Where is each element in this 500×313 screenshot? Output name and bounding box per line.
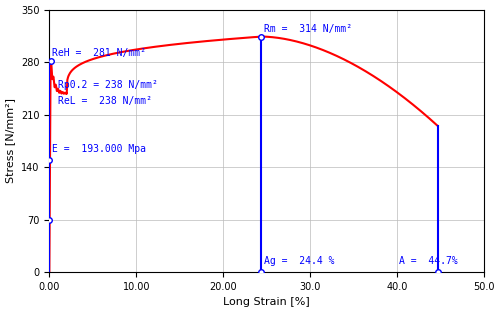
Text: Ag =  24.4 %: Ag = 24.4 % <box>264 256 334 266</box>
Text: Rm =  314 N/mm²: Rm = 314 N/mm² <box>264 23 352 33</box>
Text: ReL =  238 N/mm²: ReL = 238 N/mm² <box>58 95 152 105</box>
Text: E =  193.000 Mpa: E = 193.000 Mpa <box>52 144 146 154</box>
Text: A =  44.7%: A = 44.7% <box>398 256 458 266</box>
Text: ReH =  281 N/mm²: ReH = 281 N/mm² <box>52 48 146 58</box>
Y-axis label: Stress [N/mm²]: Stress [N/mm²] <box>6 98 16 183</box>
Text: Rp0.2 = 238 N/mm²: Rp0.2 = 238 N/mm² <box>58 80 158 90</box>
X-axis label: Long Strain [%]: Long Strain [%] <box>223 297 310 307</box>
